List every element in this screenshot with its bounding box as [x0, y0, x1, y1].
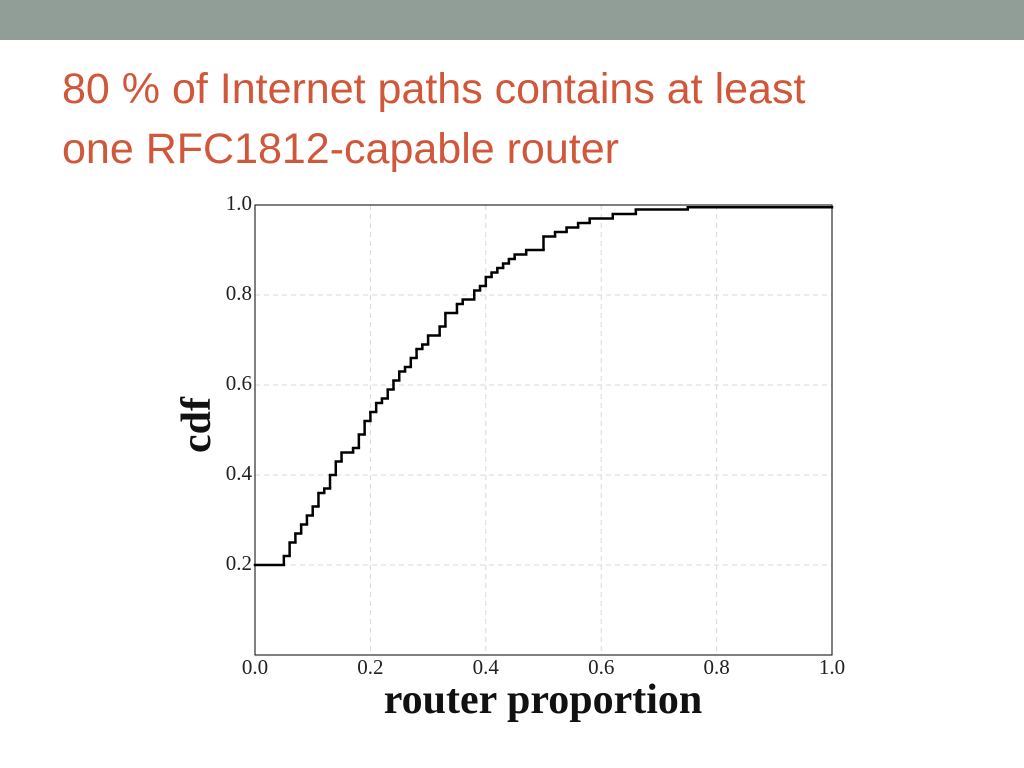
x-tick-label: 0.0 [242, 655, 268, 679]
top-bar [0, 0, 1024, 40]
x-tick-label: 0.4 [473, 655, 500, 679]
x-tick-label: 1.0 [819, 655, 845, 679]
title-line: 80 % of Internet paths contains at least [62, 65, 805, 113]
x-tick-label: 0.6 [588, 655, 614, 679]
y-tick-label: 0.2 [226, 551, 252, 575]
title-line: one RFC1812-capable router [62, 125, 619, 173]
y-tick-label: 0.4 [226, 461, 253, 485]
plot: 0.2 0.4 0.6 0.8 1.0 0.0 0.2 0.4 0.6 0.8 1.0 [226, 191, 845, 679]
y-tick-label: 0.6 [226, 371, 252, 395]
plot-frame [254, 204, 833, 656]
x-axis-label: router proportion [384, 677, 703, 723]
x-tick-label: 0.8 [703, 655, 729, 679]
y-tick-label: 1.0 [226, 191, 252, 215]
x-tick-label: 0.2 [357, 655, 383, 679]
y-axis-label: cdf [174, 396, 220, 453]
y-tick-label: 0.8 [226, 281, 252, 305]
